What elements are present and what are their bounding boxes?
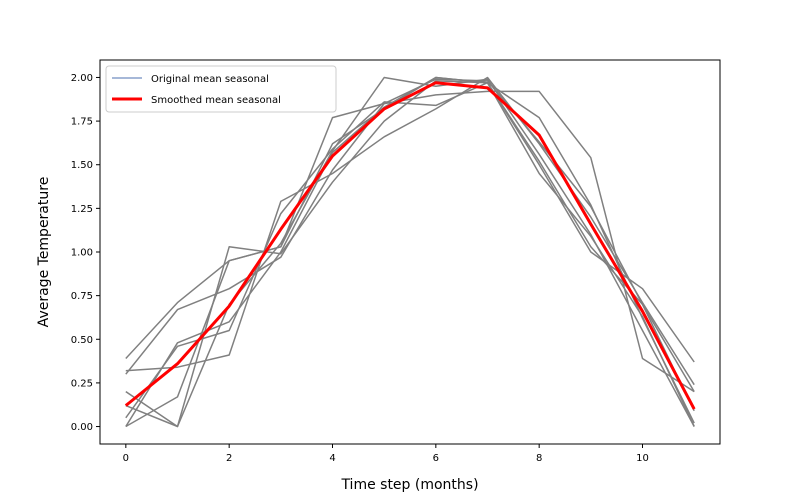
- x-axis-title: Time step (months): [340, 477, 478, 493]
- legend-box: [105, 65, 337, 113]
- y-axis-title: Average Temperature: [36, 177, 52, 328]
- y-tick-label: 1.50: [71, 160, 93, 171]
- x-tick-label: 8: [536, 453, 542, 464]
- background-series-line-5: [125, 76, 695, 428]
- x-tick-label: 4: [329, 453, 335, 464]
- y-axis: 0.00 0.25 0.50 0.75 1.00 1.25 1.50 1.75 2.00: [71, 73, 100, 433]
- x-tick-label: 0: [123, 453, 129, 464]
- x-tick-label: 2: [226, 453, 232, 464]
- y-tick-label: 2.00: [71, 73, 93, 84]
- legend-label-smoothed: Smoothed mean seasonal: [151, 95, 281, 106]
- plot-area: [100, 60, 720, 444]
- background-series-line-7: [125, 81, 695, 424]
- y-tick-label: 0.75: [71, 291, 93, 302]
- y-tick-label: 1.25: [71, 204, 93, 215]
- y-tick-label: 0.00: [71, 422, 93, 433]
- mean-series-group: [124, 81, 696, 410]
- x-tick-label: 10: [636, 453, 649, 464]
- series-line-smoothed: [124, 81, 696, 410]
- background-series-group: [125, 76, 695, 428]
- background-series-line-4: [125, 80, 695, 428]
- legend: Original mean seasonal Smoothed mean sea…: [105, 65, 337, 113]
- y-tick-label: 1.75: [71, 117, 93, 128]
- background-series-line-0: [125, 90, 695, 393]
- y-tick-label: 1.00: [71, 248, 93, 259]
- y-tick-label: 0.50: [71, 335, 93, 346]
- legend-label-original: Original mean seasonal: [151, 74, 269, 85]
- x-axis: 0 2 4 6 8 10: [123, 444, 649, 464]
- x-tick-label: 6: [433, 453, 439, 464]
- background-series-line-1: [125, 76, 695, 386]
- y-tick-label: 0.25: [71, 378, 93, 389]
